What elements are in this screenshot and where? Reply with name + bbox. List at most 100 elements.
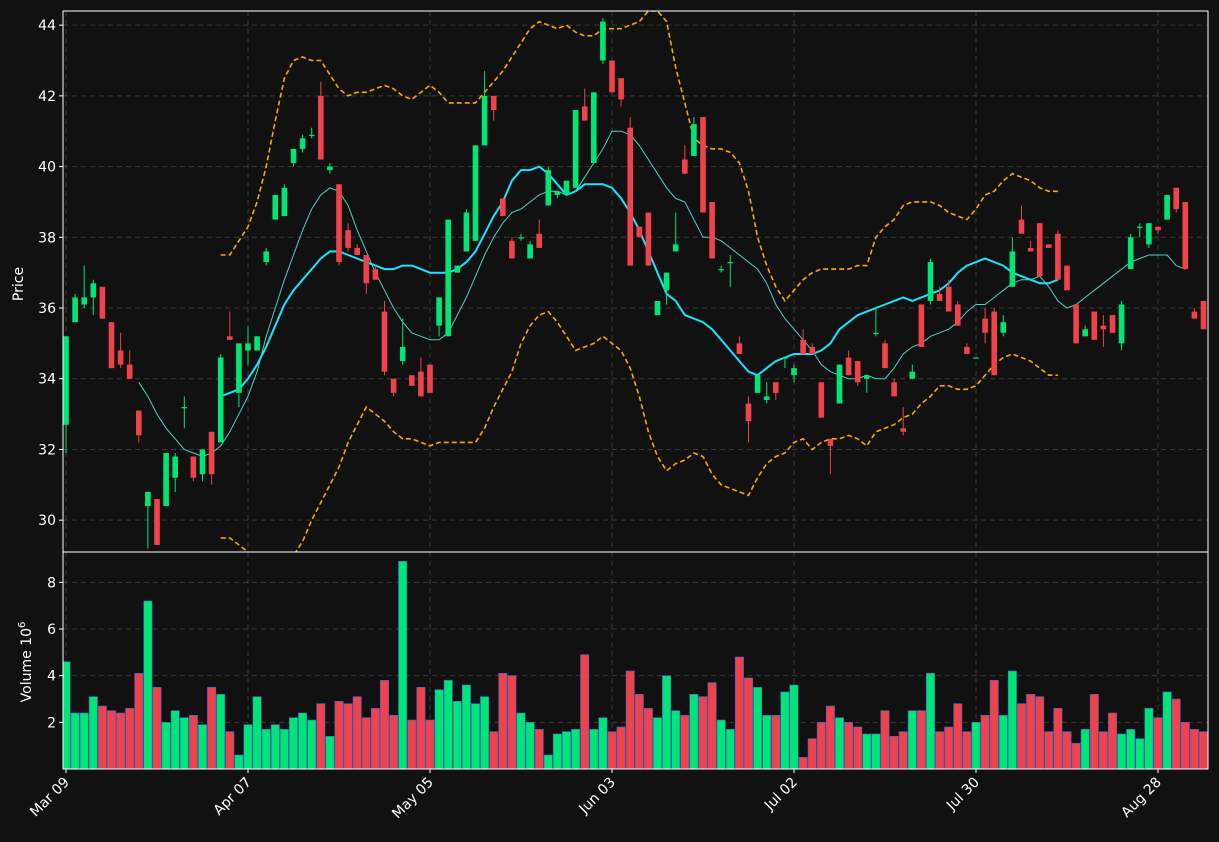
volume-bar [744,677,753,769]
candle-body [436,297,442,326]
candle-body [645,212,652,266]
volume-bar [316,703,326,769]
candle-body [172,456,178,478]
candle-down [418,357,424,397]
candle-body [1146,223,1152,245]
volume-bar [79,712,89,769]
candle-up [1137,223,1143,238]
candle-down [827,438,834,475]
candle-up [927,258,934,305]
candle-up [782,357,788,369]
candle-up [791,364,797,383]
candle-body [691,124,697,156]
volume-bar [707,682,717,769]
volume-bar [825,705,835,769]
candle-up [327,163,333,174]
candle-body [136,410,142,436]
volume-bar [1144,708,1154,769]
volume-bar [1017,703,1026,769]
candle-up [472,145,479,241]
volume-bar [780,691,790,769]
candle-body [1009,251,1016,287]
volume-bar [1153,717,1163,769]
candle-up [563,180,570,195]
candle-up [272,194,279,220]
volume-bar [998,715,1008,769]
candle-body [500,198,506,217]
candle-body [1018,219,1025,234]
volume-bar [261,729,271,769]
volume-bar [1080,729,1090,769]
candle-down [490,95,497,121]
candle-down [381,300,388,376]
candle-body [773,382,779,393]
candle-down [1191,308,1198,319]
candle-body [390,378,397,393]
candle-body [108,322,115,369]
price-tick-label: 34 [38,372,56,388]
candle-body [327,166,333,171]
candle-up [727,254,734,287]
candle-body [1064,265,1070,291]
candle-down [745,396,752,443]
candle-body [1118,304,1125,344]
candle-down [427,364,433,393]
candle-body [936,293,943,301]
volume-bar [662,675,672,769]
candle-up [299,134,306,153]
volume-bar [889,736,899,769]
candle-up [1009,237,1016,287]
candle-down [636,226,643,238]
candle-down [336,184,342,266]
candle-body [145,491,151,507]
volume-bar [279,729,289,769]
volume-bar [125,708,135,769]
volume-bar [1180,722,1190,769]
candle-up [754,375,761,393]
candle-body [618,78,624,100]
candle-up [263,247,269,266]
candle-body [527,244,533,259]
candle-body [955,304,961,326]
candle-body [700,117,706,213]
candle-body [536,233,542,248]
candle-down [845,350,852,376]
candle-down [117,332,124,369]
candle-body [572,110,579,188]
volume-bar [480,696,490,769]
candle-up [527,240,533,259]
candle-body [363,254,370,284]
candle-body [1091,311,1098,340]
candle-body [154,498,160,545]
candle-down [581,88,588,121]
volume-bar [107,710,116,769]
volume-bar [953,703,963,769]
volume-bar [880,710,890,769]
candle-up [600,18,606,65]
candle-body [345,230,351,248]
volume-bar [1135,738,1145,769]
candle-body [800,339,806,354]
volume-bar [1162,691,1172,769]
volume-bar [507,675,517,769]
candle-up [181,396,188,429]
candle-body [1073,304,1079,344]
candle-down [126,350,133,379]
candle-body [736,343,743,354]
volume-bar [935,731,945,769]
candle-body [782,357,788,359]
candle-down [1018,205,1025,234]
candle-down [618,78,624,107]
volume-bar [498,673,508,769]
candle-body [891,382,897,397]
volume-bar [188,715,198,769]
volume-bar [571,729,581,769]
volume-bar [143,600,153,769]
candle-up [836,364,843,404]
candle-up [399,318,406,365]
candle-body [126,364,133,379]
candle-down [891,378,897,397]
candle-up [518,233,524,241]
candle-up [1082,325,1088,337]
volume-bar [689,694,699,769]
